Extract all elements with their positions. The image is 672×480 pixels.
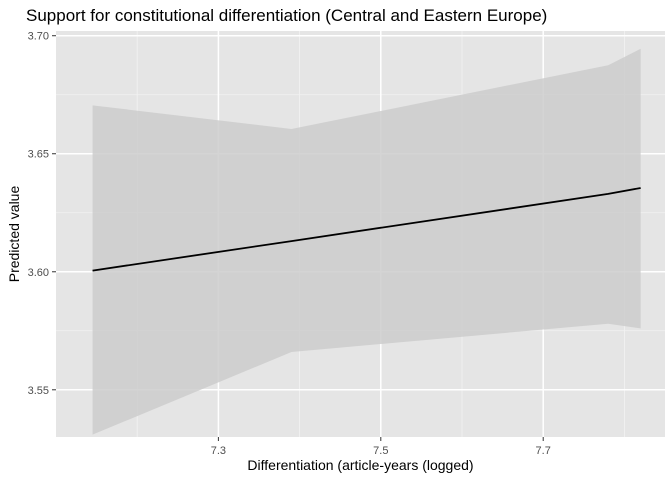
fit-line	[92, 187, 641, 272]
y-tick-label: 3.60	[28, 267, 49, 279]
confidence-band	[92, 48, 641, 435]
x-tick-label: 7.7	[536, 445, 551, 457]
y-tick-label: 3.70	[28, 31, 49, 43]
chart-title: Support for constitutional differentiati…	[26, 6, 547, 25]
y-tick-label: 3.65	[28, 149, 49, 161]
x-axis-title: Differentiation (article-years (logged)	[247, 457, 473, 473]
y-axis: 3.55 3.60 3.65 3.70	[28, 31, 56, 397]
x-axis: 7.3 7.5 7.7	[211, 437, 551, 457]
y-axis-title: Predicted value	[6, 186, 22, 283]
x-tick-label: 7.3	[211, 445, 226, 457]
x-tick-label: 7.5	[373, 445, 388, 457]
y-tick-label: 3.55	[28, 385, 49, 397]
